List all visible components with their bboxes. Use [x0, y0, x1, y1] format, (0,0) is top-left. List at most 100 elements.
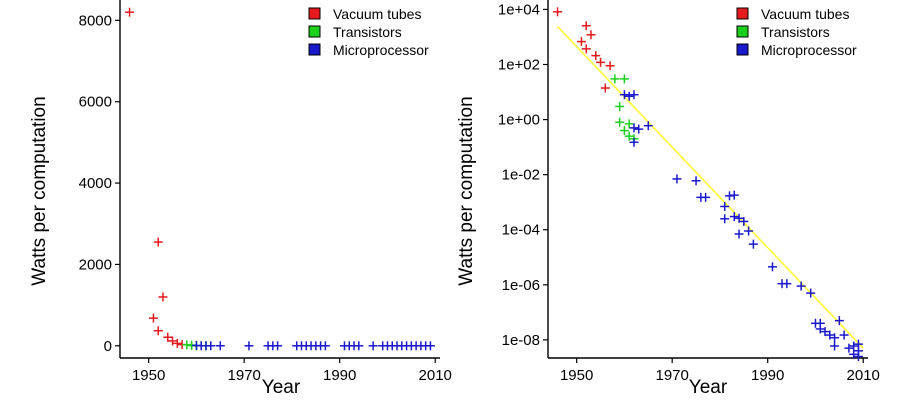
legend-swatch	[736, 43, 749, 56]
data-point	[153, 326, 163, 336]
data-point	[619, 90, 629, 100]
data-point	[368, 341, 378, 351]
data-point	[425, 341, 435, 351]
data-point	[849, 349, 859, 359]
y-tick-label: 1e+00	[498, 112, 540, 129]
data-point	[748, 239, 758, 249]
y-tick-label: 1e-02	[502, 167, 540, 184]
y-tick-label: 8000	[79, 12, 112, 29]
data-point	[125, 7, 135, 17]
x-tick-label: 1990	[323, 367, 356, 384]
data-point	[739, 216, 749, 226]
data-point	[744, 226, 754, 236]
data-point	[624, 91, 634, 101]
data-point	[591, 51, 601, 61]
data-point	[273, 341, 283, 351]
data-point	[596, 57, 606, 67]
legend-label: Microprocessor	[761, 42, 857, 58]
data-point	[615, 117, 625, 127]
panel-log-scale: 1e+04 1e+02 1e+00 1e-02 1e-04 1e-06 1e-08 1950 1…	[456, 0, 880, 398]
data-point	[830, 333, 840, 343]
data-point	[844, 343, 854, 353]
legend-label: Transistors	[333, 24, 402, 40]
legend-label: Transistors	[761, 24, 830, 40]
legend-swatch	[308, 25, 321, 38]
data-point	[610, 74, 620, 84]
y-axis-title: Watts per computation	[29, 96, 50, 285]
legend-label: Vacuum tubes	[333, 6, 421, 22]
data-point	[172, 338, 182, 348]
data-point	[581, 44, 591, 54]
data-point	[691, 176, 701, 186]
data-point	[853, 351, 863, 361]
data-point	[830, 341, 840, 351]
data-point	[629, 137, 639, 147]
data-point	[634, 124, 644, 134]
data-point	[624, 131, 634, 141]
legend-swatch	[736, 25, 749, 38]
data-point	[148, 313, 158, 323]
data-point	[153, 237, 163, 247]
y-tick-label: 1e+04	[498, 1, 540, 18]
panel-linear-scale: 0 2000 4000 6000 8000 1950 1970 1990 2010 Year Wat…	[29, 0, 452, 398]
y-tick-label: 1e-08	[502, 332, 540, 349]
y-tick-label: 1e-04	[502, 222, 540, 239]
data-point	[163, 332, 173, 342]
data-point	[834, 316, 844, 326]
data-point	[615, 101, 625, 111]
series-transistors	[610, 74, 639, 144]
data-point	[586, 30, 596, 40]
data-point	[206, 341, 216, 351]
series-vacuum-tubes	[553, 7, 615, 93]
y-tick-label: 4000	[79, 175, 112, 192]
y-tick-label: 1e+02	[498, 57, 540, 74]
data-point	[839, 330, 849, 340]
data-point	[576, 37, 586, 47]
data-point	[734, 213, 744, 223]
data-point	[849, 341, 859, 351]
data-point	[600, 83, 610, 93]
data-point	[619, 74, 629, 84]
data-point	[720, 201, 730, 211]
data-point	[820, 327, 830, 337]
data-point	[825, 330, 835, 340]
trend-line	[556, 25, 864, 349]
y-tick-label: 0	[104, 338, 112, 355]
legend-label: Microprocessor	[333, 42, 429, 58]
x-tick-label: 1950	[132, 367, 165, 384]
legend-swatch	[736, 7, 749, 20]
data-point	[796, 281, 806, 291]
data-point	[581, 21, 591, 31]
data-point	[619, 126, 629, 136]
data-point	[672, 174, 682, 184]
x-tick-label: 1970	[655, 367, 688, 384]
legend-swatch	[308, 43, 321, 56]
data-point	[815, 324, 825, 334]
y-tick-label: 6000	[79, 94, 112, 111]
data-point	[720, 214, 730, 224]
x-axis-title: Year	[262, 377, 301, 398]
data-point	[624, 119, 634, 129]
series-microprocessor	[191, 340, 435, 351]
data-point	[158, 292, 168, 302]
data-point	[354, 341, 364, 351]
series-microprocessor	[619, 90, 863, 361]
data-point	[553, 7, 563, 17]
data-point	[701, 192, 711, 202]
x-tick-label: 2010	[419, 367, 452, 384]
data-point	[853, 339, 863, 349]
data-point	[168, 336, 178, 346]
data-point	[643, 121, 653, 131]
x-tick-label: 1970	[227, 367, 260, 384]
legend-swatch	[308, 7, 321, 20]
data-point	[244, 341, 254, 351]
data-point	[729, 212, 739, 222]
x-tick-label: 1990	[751, 367, 784, 384]
x-tick-label: 1950	[560, 367, 593, 384]
data-point	[629, 123, 639, 133]
data-point	[215, 341, 225, 351]
x-axis-title: Year	[689, 377, 728, 398]
series-vacuum-tubes	[125, 7, 187, 350]
y-tick-label: 1e-06	[502, 277, 540, 294]
